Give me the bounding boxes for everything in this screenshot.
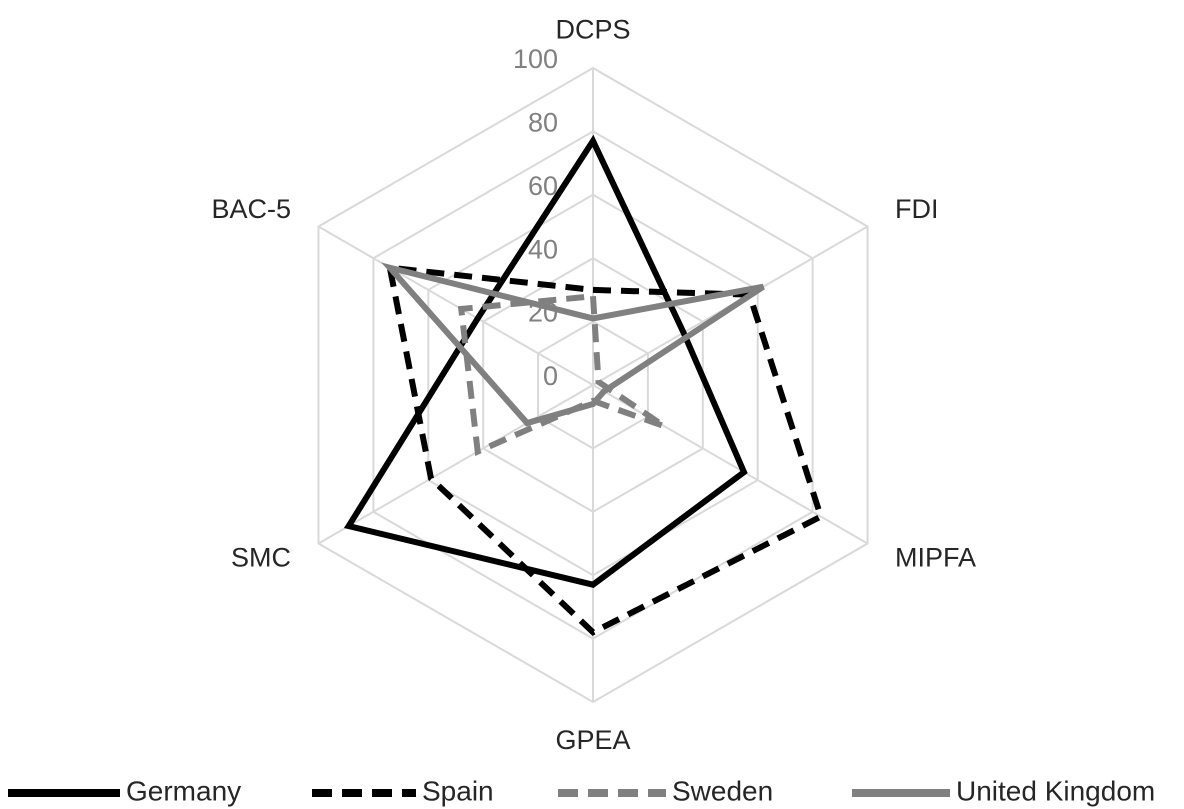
r-tick-label: 0 (543, 361, 558, 391)
category-label: DCPS (555, 14, 630, 44)
legend-label: Sweden (672, 775, 773, 806)
legend-label: United Kingdom (956, 775, 1155, 806)
legend-label: Spain (422, 775, 494, 806)
category-label: GPEA (555, 725, 630, 755)
r-tick-label: 60 (528, 171, 558, 201)
category-label: FDI (895, 194, 939, 224)
r-tick-label: 100 (513, 44, 558, 74)
spoke (592, 384, 869, 545)
spoke (317, 225, 594, 386)
spoke (317, 384, 594, 545)
category-label: SMC (231, 542, 291, 572)
series-line (343, 134, 748, 588)
r-tick-label: 40 (528, 234, 558, 264)
series-line (381, 262, 765, 427)
r-tick-label: 80 (528, 108, 558, 138)
category-label: BAC-5 (211, 194, 291, 224)
category-label: MIPFA (895, 542, 976, 572)
legend-label: Germany (126, 775, 241, 806)
